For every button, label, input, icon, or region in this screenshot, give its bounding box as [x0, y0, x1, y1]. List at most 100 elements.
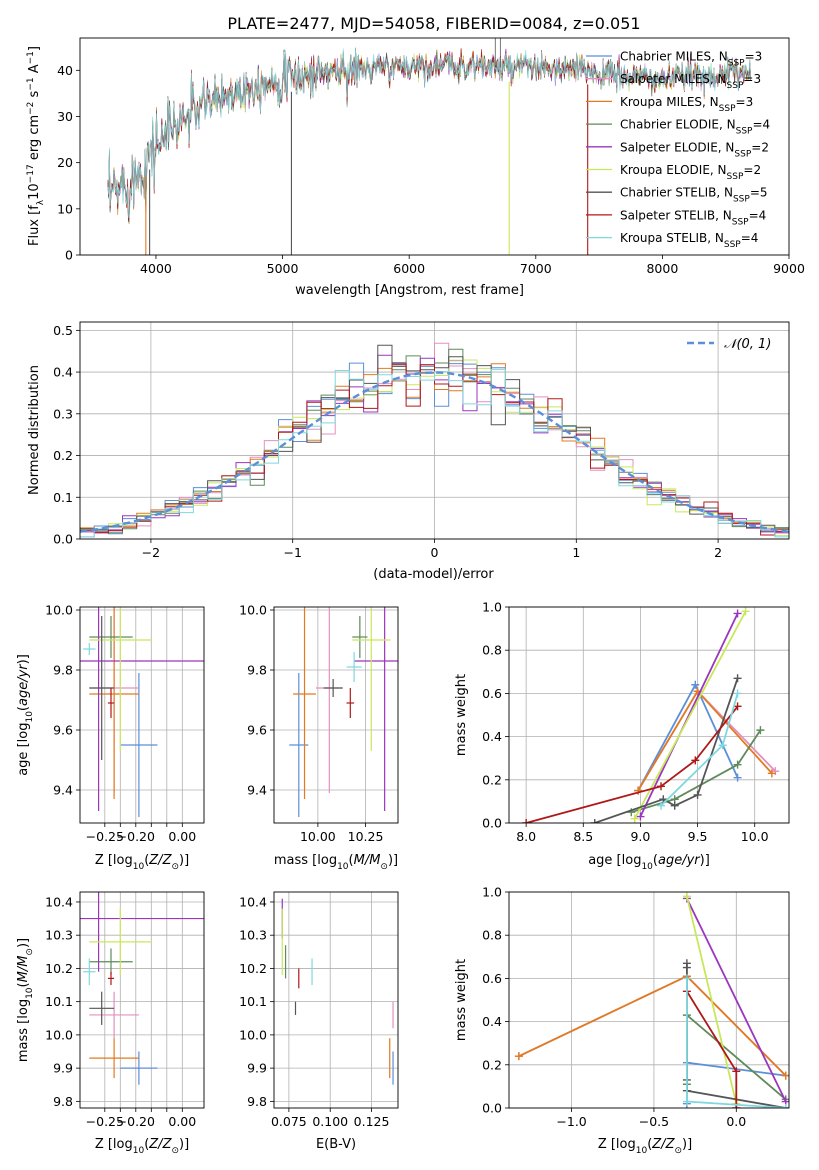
legend-label: Salpeter MILES, NSSP=3	[620, 72, 761, 91]
weight-line	[637, 682, 739, 792]
x-tick-label: 6000	[393, 261, 425, 276]
plot-frame	[79, 37, 790, 256]
y-tick-label: 0.4	[53, 365, 73, 380]
x-tick-label: 9.5	[688, 829, 708, 844]
x-tick-label: 8000	[646, 261, 678, 276]
weight-marker	[741, 607, 750, 616]
weight-line	[525, 705, 739, 823]
weight-marker	[682, 974, 691, 983]
plot-mass_vs_Z: −0.25−0.20 0.00 9.8 9.9 10.0 10.1 10.2 10.3 10.4…	[16, 891, 205, 1156]
y-axis-label: age [log10(age/yr)]	[16, 654, 35, 776]
x-tick-label: 8.5	[573, 829, 593, 844]
plot-residuals: −2 −1 0 1 2 0.0 0.1 0.2 0.3 0.4 0.5 (data-model)/er…	[27, 321, 790, 582]
y-tick-label: 40	[57, 63, 73, 78]
plot-frame	[273, 891, 399, 1109]
x-tick-label: −0.5	[639, 1114, 669, 1129]
weight-marker	[781, 1071, 789, 1080]
x-tick-label: 0.00	[168, 829, 196, 844]
weight-marker	[682, 1097, 691, 1106]
x-tick-label: 0.0	[726, 1114, 746, 1129]
x-tick-label: 7000	[520, 261, 552, 276]
weight-marker	[691, 680, 700, 689]
weight-marker	[767, 769, 776, 778]
legend-label: Chabrier ELODIE, NSSP=4	[620, 118, 770, 137]
plot-frame	[79, 606, 205, 824]
y-tick-label: 10.3	[239, 928, 267, 943]
weight-marker	[657, 801, 665, 810]
legend-label: Salpeter ELODIE, NSSP=2	[620, 140, 769, 159]
y-tick-label: 0.0	[482, 1101, 502, 1116]
weight-marker	[630, 814, 639, 823]
y-tick-label: 10.3	[45, 928, 73, 943]
weight-marker	[733, 609, 742, 618]
weight-marker	[756, 726, 765, 735]
y-tick-label: 0	[65, 248, 73, 263]
weight-line	[686, 898, 787, 1102]
x-tick-label: 4000	[140, 261, 172, 276]
y-tick-label: 10.2	[45, 961, 73, 976]
y-axis-label: mass weight	[454, 959, 469, 1041]
weight-marker	[733, 689, 742, 698]
errorbars	[80, 892, 204, 1085]
x-tick-label: −0.20	[117, 829, 155, 844]
y-tick-label: 0.8	[482, 928, 502, 943]
plot-massweight_vs_Z: −1.0 −0.5 0.0 0.0 0.2 0.4 0.6 0.8 1.0 mass weight…	[454, 885, 790, 1156]
plot-age_vs_Z: −0.25−0.20 0.00 9.4 9.6 9.8 10.0 Z [log10(Z/Z⊙…	[16, 603, 205, 872]
plot-mass_vs_ebv: 0.075 0.100 0.125 9.8 9.9 10.0 10.1 10.2 10.3 10.…	[239, 891, 399, 1152]
y-tick-label: 9.8	[247, 1094, 267, 1109]
plot-frame	[508, 891, 790, 1109]
x-axis-label: wavelength [Angstrom, rest frame]	[295, 283, 524, 298]
y-axis-label: Normed distribution	[27, 365, 42, 495]
y-tick-label: 9.4	[247, 783, 267, 798]
y-tick-label: 0.0	[482, 816, 502, 831]
y-tick-label: 20	[57, 155, 73, 170]
weight-marker	[781, 1104, 789, 1108]
weight-line	[518, 975, 787, 1077]
x-tick-label: −0.25	[86, 829, 124, 844]
y-tick-label: 0.6	[482, 686, 502, 701]
histograms	[80, 342, 789, 538]
y-tick-label: 10.4	[45, 894, 73, 909]
y-tick-label: 9.9	[53, 1061, 73, 1076]
figure-title: PLATE=2477, MJD=54058, FIBERID=0084, z=0…	[227, 14, 640, 33]
weight-lines	[522, 607, 780, 823]
x-axis-label: (data-model)/error	[373, 567, 494, 582]
x-axis-label: age [log10(age/yr)]	[588, 853, 710, 872]
x-tick-label: 10.25	[348, 829, 384, 844]
y-tick-label: 0.3	[53, 406, 73, 421]
x-axis-label: Z [log10(Z/Z⊙)]	[95, 853, 189, 872]
weight-marker	[718, 741, 727, 750]
weight-line	[633, 610, 747, 820]
y-axis-label: mass weight	[454, 674, 469, 756]
y-tick-label: 0.0	[53, 532, 73, 547]
x-tick-label: −2	[142, 545, 160, 560]
y-tick-label: 1.0	[482, 600, 502, 615]
plot-massweight_vs_age: 8.0 8.5 9.0 9.5 10.0 0.0 0.2 0.4 0.6 0.8 1.0 mass w…	[454, 600, 790, 872]
plot-age_vs_mass: 10.00 10.25 9.4 9.6 9.8 10.0 mass [log10(M/M⊙)…	[239, 603, 399, 872]
weight-line	[518, 975, 787, 1077]
weight-marker	[659, 795, 668, 804]
y-tick-label: 10.0	[45, 603, 73, 618]
legend-label: Salpeter STELIB, NSSP=4	[620, 208, 766, 227]
y-tick-label: 9.8	[53, 663, 73, 678]
y-axis-label: mass [log10(M/M⊙)]	[16, 938, 35, 1062]
legend: Chabrier MILES, NSSP=3 Salpeter MILES, NS…	[586, 50, 770, 250]
y-tick-label: 0.2	[482, 1057, 502, 1072]
y-tick-label: 10	[57, 201, 73, 216]
y-axis-label: Flux [fλ10−17 erg cm−2 s−1 A−1]	[26, 46, 46, 246]
y-tick-label: 1.0	[482, 885, 502, 900]
x-tick-label: 0.125	[354, 1114, 390, 1129]
legend-label: Chabrier STELIB, NSSP=5	[620, 186, 768, 205]
y-tick-label: 10.0	[239, 1027, 267, 1042]
y-tick-label: 30	[57, 109, 73, 124]
legend-label: Kroupa MILES, NSSP=3	[620, 95, 753, 114]
weight-line	[639, 613, 739, 817]
histogram-step	[80, 368, 789, 538]
y-tick-label: 9.9	[247, 1061, 267, 1076]
plot-frame	[79, 321, 790, 540]
weight-marker	[733, 773, 742, 782]
x-tick-label: 5000	[267, 261, 299, 276]
y-tick-label: 0.1	[53, 490, 73, 505]
x-axis-label: Z [log10(Z/Z⊙)]	[598, 1137, 692, 1156]
